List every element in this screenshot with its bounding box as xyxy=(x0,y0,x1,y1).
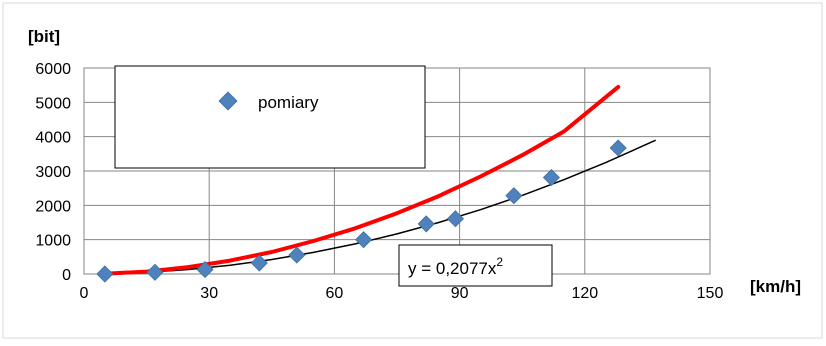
x-tick-label: 0 xyxy=(80,285,89,302)
y-tick-label: 4000 xyxy=(35,130,71,147)
y-axis-title: [bit] xyxy=(28,27,60,46)
trendline-curve xyxy=(104,139,657,275)
x-tick-label: 150 xyxy=(697,285,724,302)
data-point xyxy=(288,246,306,264)
trendline-equation: y = 0,2077x2 xyxy=(398,244,553,287)
data-point xyxy=(196,260,214,279)
x-tick-label: 30 xyxy=(200,285,218,302)
legend-box xyxy=(114,65,426,169)
data-point xyxy=(505,187,523,205)
y-tick-label: 1000 xyxy=(35,233,71,250)
data-point xyxy=(446,210,464,228)
data-point xyxy=(146,263,164,281)
trendline-equation-label: y = 0,2077x2 xyxy=(408,255,503,278)
x-axis-title: [km/h] xyxy=(750,277,801,296)
data-point xyxy=(542,168,560,187)
red-curve xyxy=(102,84,621,276)
data-point xyxy=(355,231,373,249)
legend-marker-pomiary xyxy=(218,91,238,111)
trendline-equation-exponent: 2 xyxy=(496,255,503,269)
y-tick-label: 2000 xyxy=(35,198,71,215)
legend-label-pomiary: pomiary xyxy=(258,93,319,112)
legend: pomiary xyxy=(114,65,426,169)
trendline-equation-box xyxy=(398,244,553,287)
y-tick-label: 0 xyxy=(62,267,71,284)
data-point xyxy=(250,254,268,272)
series-layer xyxy=(96,84,657,283)
x-tick-label: 90 xyxy=(451,285,469,302)
data-point xyxy=(609,139,627,157)
data-point xyxy=(417,215,435,233)
x-tick-label: 60 xyxy=(326,285,344,302)
y-tick-label: 3000 xyxy=(35,164,71,181)
data-point xyxy=(96,265,114,283)
x-tick-label: 120 xyxy=(571,285,598,302)
tick-labels: 0 1000 2000 3000 4000 5000 6000 0 30 60 90 120 150 xyxy=(35,61,723,302)
y-tick-label: 5000 xyxy=(35,95,71,112)
y-tick-label: 6000 xyxy=(35,61,71,78)
trendline-equation-base: y = 0,2077x xyxy=(408,259,497,278)
